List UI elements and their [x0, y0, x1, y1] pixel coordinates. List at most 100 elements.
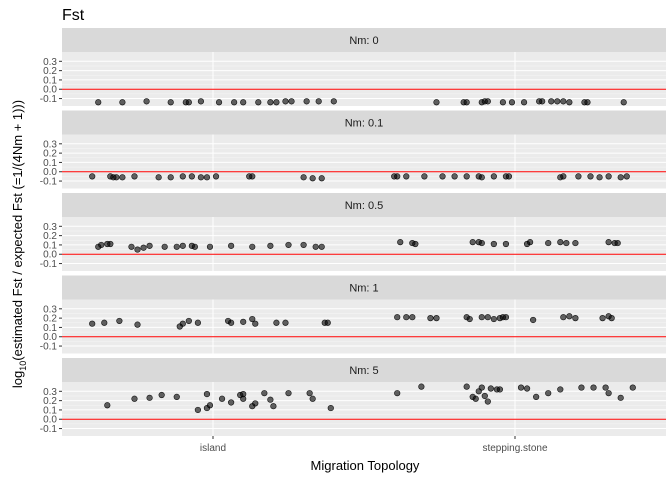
data-point [179, 173, 186, 180]
facet-strip-label: Nm: 0 [349, 35, 378, 47]
data-point [249, 315, 256, 323]
facet-strip-label: Nm: 5 [349, 365, 378, 377]
data-point [167, 174, 174, 181]
data-point [502, 314, 510, 321]
data-point [203, 391, 211, 398]
data-point [315, 98, 322, 105]
data-point [499, 99, 507, 106]
data-point [215, 99, 223, 106]
data-point [330, 98, 337, 105]
facet-0: Nm: 0 -0.10.00.10.20.3 [40, 28, 666, 106]
data-point [614, 239, 621, 247]
data-point [282, 319, 289, 326]
facet-strip [62, 193, 666, 217]
y-tick-label: -0.1 [40, 94, 58, 105]
data-point [560, 173, 567, 180]
data-point [508, 99, 516, 106]
data-point [545, 239, 552, 247]
data-point [89, 173, 96, 180]
data-point [394, 173, 401, 180]
data-point [439, 173, 446, 180]
data-point [240, 318, 247, 325]
data-point [309, 395, 316, 402]
x-tick-label: stepping.stone [482, 443, 547, 454]
data-point [140, 244, 147, 251]
data-point [605, 390, 612, 397]
data-point [505, 173, 513, 180]
data-point [394, 314, 401, 321]
data-point [206, 402, 214, 409]
data-point [324, 319, 331, 326]
y-tick-label: -0.1 [40, 342, 58, 353]
data-point [270, 403, 277, 410]
x-axis-ticks: island stepping.stone [200, 436, 548, 454]
data-point [146, 242, 153, 249]
y-tick-label: 0.1 [43, 240, 57, 251]
facet-strip-label: Nm: 0.5 [345, 200, 384, 212]
data-point [267, 242, 274, 249]
data-point [134, 321, 141, 328]
facet-panel-background [62, 382, 666, 436]
y-tick-label: 0.2 [43, 314, 57, 325]
data-point [194, 319, 201, 326]
data-point [249, 243, 256, 250]
data-point [267, 99, 274, 106]
data-point [409, 314, 416, 321]
data-point [119, 99, 126, 106]
y-tick-label: -0.1 [40, 424, 58, 435]
data-point [98, 241, 105, 249]
data-point [128, 243, 135, 250]
data-point [394, 390, 401, 397]
data-point [212, 173, 220, 180]
data-point [490, 173, 497, 180]
data-point [557, 386, 564, 393]
facet-strip [62, 358, 666, 382]
y-tick-label: 0.1 [43, 75, 57, 86]
data-point [285, 241, 292, 249]
data-point [602, 384, 609, 391]
data-point [267, 396, 274, 403]
data-point [478, 174, 485, 181]
y-tick-label: 0.2 [43, 66, 57, 77]
y-tick-label: 0.3 [43, 304, 57, 315]
data-point [143, 98, 150, 105]
data-point [119, 174, 126, 181]
data-point [566, 99, 573, 106]
data-point [95, 99, 102, 106]
y-tick-label: -0.1 [40, 177, 58, 188]
data-point [104, 402, 111, 409]
data-point [89, 320, 96, 327]
facet-panel-background [62, 134, 666, 189]
y-axis-title-prefix: log [10, 371, 25, 388]
data-point [578, 384, 585, 391]
y-tick-label: 0.0 [43, 250, 57, 261]
data-point [173, 393, 180, 400]
data-point [252, 400, 259, 407]
data-point [451, 173, 458, 180]
y-tick-label: 0.3 [43, 57, 57, 68]
data-point [158, 391, 165, 399]
data-point [228, 319, 235, 326]
data-point [623, 173, 630, 180]
y-tick-label: 0.2 [43, 231, 57, 242]
data-point [228, 242, 235, 249]
y-tick-label: 0.2 [43, 396, 57, 407]
data-point [481, 392, 488, 400]
y-tick-label: 0.3 [43, 222, 57, 233]
data-point [273, 99, 280, 106]
facet-strip [62, 28, 666, 52]
data-point [303, 98, 310, 105]
data-point [566, 313, 573, 320]
y-tick-label: 0.1 [43, 405, 57, 416]
data-point [608, 315, 615, 322]
y-tick-label: 0.3 [43, 139, 57, 150]
facet-panel-background [62, 299, 666, 354]
chart-title: Fst [62, 7, 85, 24]
data-point [620, 99, 627, 106]
data-point [433, 315, 440, 322]
data-point [590, 384, 597, 391]
data-point [572, 239, 579, 247]
data-point [285, 390, 292, 397]
data-point [596, 174, 603, 181]
data-point [288, 98, 295, 105]
